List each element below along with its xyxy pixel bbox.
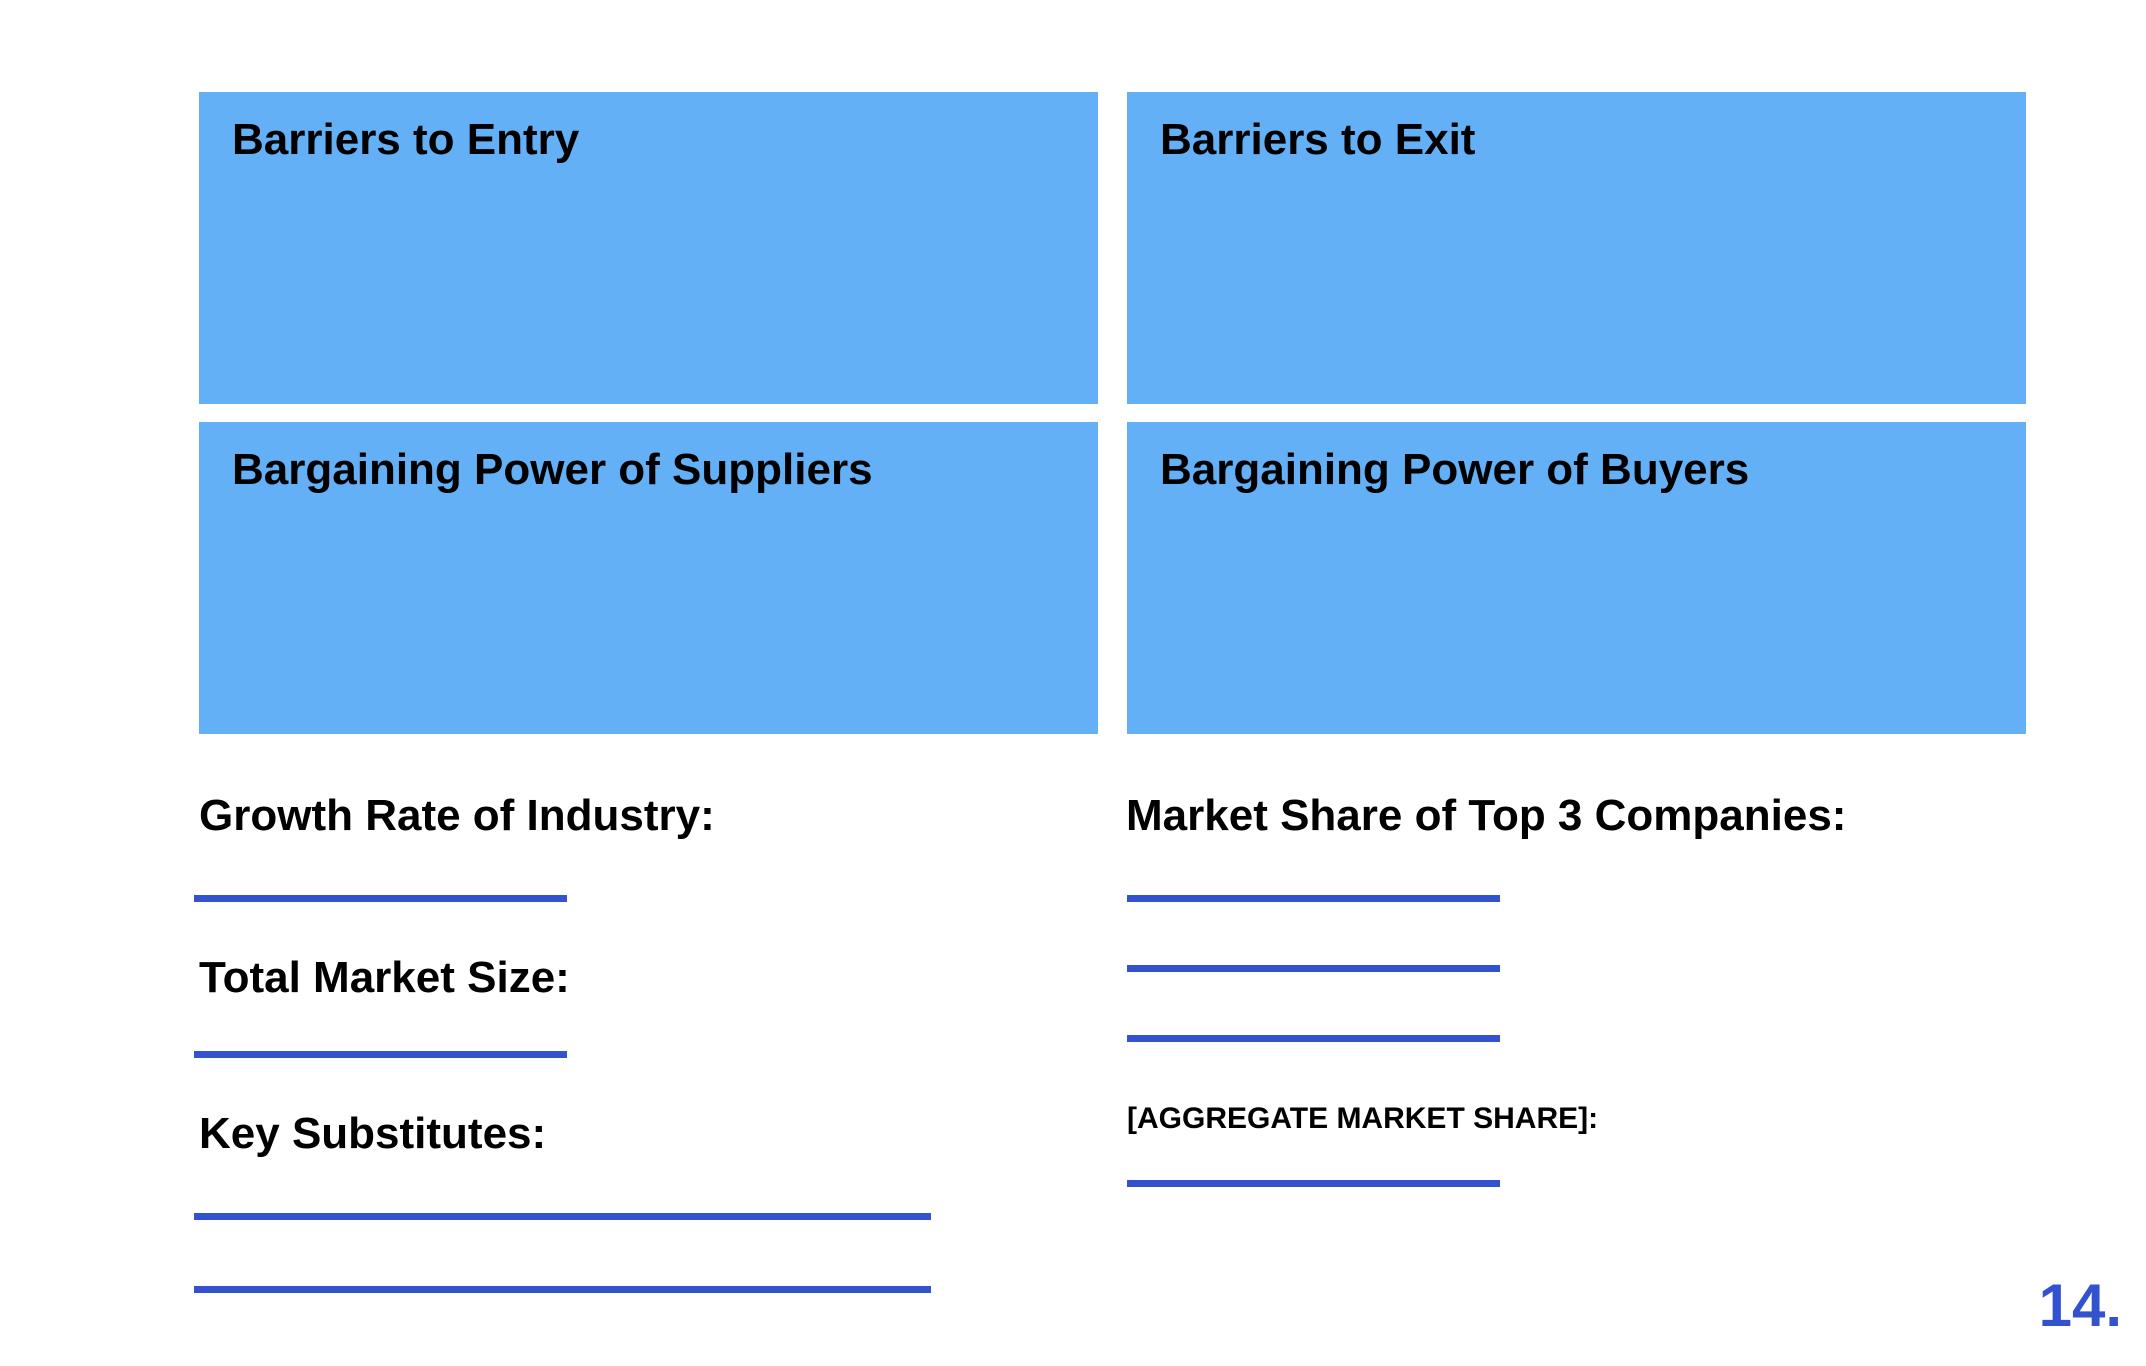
growth-rate-label: Growth Rate of Industry:	[199, 791, 715, 840]
key-substitutes-line-1[interactable]	[194, 1213, 931, 1220]
growth-rate-line[interactable]	[194, 895, 567, 902]
market-share-line-1[interactable]	[1127, 895, 1500, 902]
market-share-label: Market Share of Top 3 Companies:	[1126, 791, 1847, 840]
market-size-line[interactable]	[194, 1051, 567, 1058]
page-number: 14.	[2038, 1272, 2122, 1339]
supplier-power-title: Bargaining Power of Suppliers	[232, 445, 873, 494]
barriers-to-entry-box: Barriers to Entry	[199, 92, 1098, 404]
barriers-to-exit-title: Barriers to Exit	[1160, 115, 1476, 164]
aggregate-share-line[interactable]	[1127, 1180, 1500, 1187]
aggregate-share-label: [AGGREGATE MARKET SHARE]:	[1127, 1102, 1599, 1135]
buyer-power-title: Bargaining Power of Buyers	[1160, 445, 1750, 494]
market-share-line-3[interactable]	[1127, 1035, 1500, 1042]
barriers-to-exit-box: Barriers to Exit	[1127, 92, 2026, 404]
key-substitutes-label: Key Substitutes:	[199, 1109, 547, 1158]
market-size-label: Total Market Size:	[199, 953, 570, 1002]
key-substitutes-line-2[interactable]	[194, 1286, 931, 1293]
buyer-power-box: Bargaining Power of Buyers	[1127, 422, 2026, 734]
market-share-line-2[interactable]	[1127, 965, 1500, 972]
supplier-power-box: Bargaining Power of Suppliers	[199, 422, 1098, 734]
barriers-to-entry-title: Barriers to Entry	[232, 115, 580, 164]
